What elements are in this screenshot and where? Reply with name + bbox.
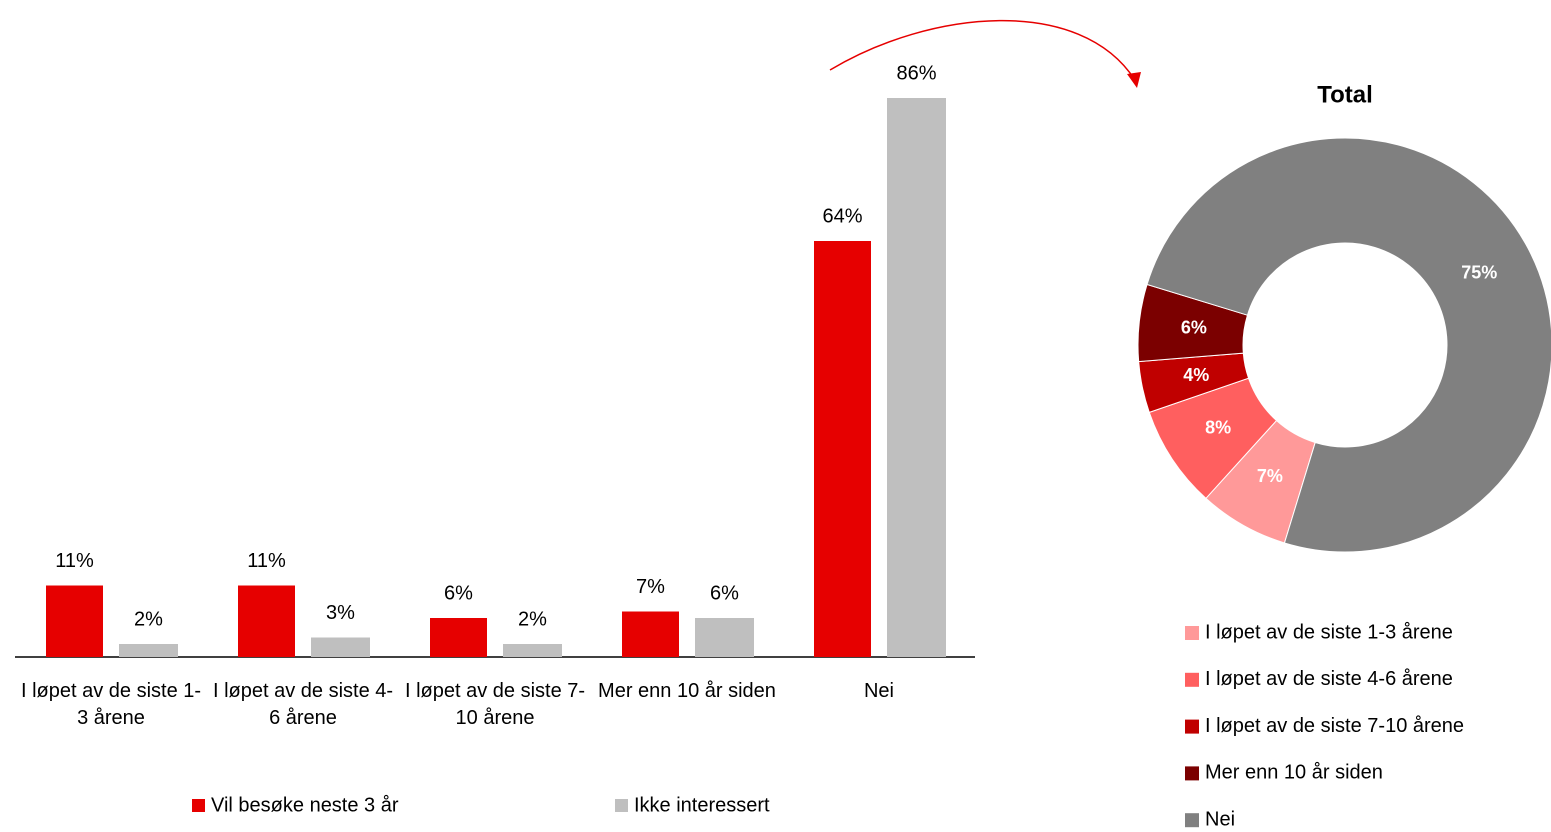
data-label: 75% xyxy=(1461,262,1497,282)
bar xyxy=(695,618,754,657)
legend-label: Ikke interessert xyxy=(634,794,770,816)
data-label: 7% xyxy=(1257,466,1283,486)
bar xyxy=(238,585,295,657)
bar xyxy=(46,585,103,657)
legend-label: Nei xyxy=(1205,808,1235,830)
legend-swatch xyxy=(615,799,628,812)
data-label: 2% xyxy=(134,608,163,630)
data-label: 2% xyxy=(518,608,547,630)
legend-swatch xyxy=(1185,672,1199,687)
data-label: 11% xyxy=(247,550,286,572)
data-label: 8% xyxy=(1205,417,1231,437)
x-tick-label: Nei xyxy=(863,680,894,702)
data-label: 6% xyxy=(1181,317,1207,337)
x-tick-label: Mer enn 10 år siden xyxy=(598,680,776,702)
data-label: 7% xyxy=(636,576,665,598)
pie-title: Total xyxy=(1317,81,1373,108)
bar xyxy=(622,611,679,657)
bar xyxy=(311,637,370,657)
legend-swatch xyxy=(192,799,205,812)
data-label: 6% xyxy=(710,582,739,604)
data-label: 3% xyxy=(326,602,355,624)
legend-label: I løpet av de siste 7-10 årene xyxy=(1205,715,1464,737)
data-label: 6% xyxy=(444,582,473,604)
arrow xyxy=(829,19,1136,81)
data-label: 86% xyxy=(896,62,936,84)
legend-swatch xyxy=(1185,766,1199,781)
arrow-head xyxy=(1127,72,1141,88)
data-label: 4% xyxy=(1183,365,1209,385)
bar xyxy=(430,618,487,657)
legend-swatch xyxy=(1185,626,1199,640)
bar xyxy=(814,241,871,657)
legend-swatch xyxy=(1185,813,1199,828)
data-label: 11% xyxy=(55,550,94,572)
x-tick-label: I løpet av de siste 7-10 årene xyxy=(404,680,586,729)
data-label: 64% xyxy=(822,205,862,227)
pie-slice xyxy=(1146,137,1551,553)
legend-swatch xyxy=(1185,719,1199,734)
bar xyxy=(887,98,946,657)
bar xyxy=(119,644,178,657)
x-tick-label: I løpet av de siste 1-3 årene xyxy=(20,680,202,729)
bar xyxy=(503,644,562,657)
x-tick-label: I løpet av de siste 4-6 årene xyxy=(212,680,394,729)
legend-label: Vil besøke neste 3 år xyxy=(211,794,399,816)
legend-label: I løpet av de siste 1-3 årene xyxy=(1205,621,1453,643)
legend-label: Mer enn 10 år siden xyxy=(1205,762,1383,784)
legend-label: I løpet av de siste 4-6 årene xyxy=(1205,668,1453,690)
